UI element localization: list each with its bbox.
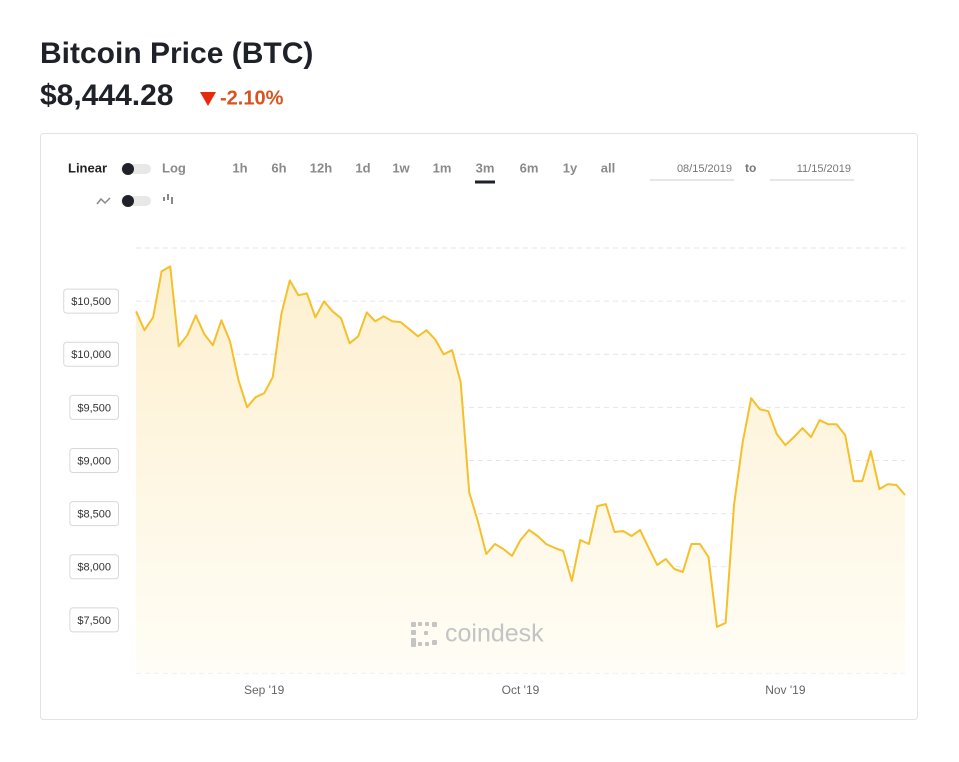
watermark-text: coindesk [445,620,544,648]
y-tick: $10,500 [63,288,119,314]
linear-label[interactable]: Linear [68,160,107,175]
y-tick: $7,500 [69,607,119,633]
down-arrow [200,92,216,106]
y-tick: $9,000 [69,448,119,473]
x-tick-label: Oct '19 [502,683,540,697]
y-tick-label: $10,500 [71,296,111,308]
title: Bitcoin Price (BTC) [40,37,313,70]
x-tick-label: Sep '19 [244,683,285,697]
date-to-word: to [745,161,756,175]
watermark: coindesk [411,620,544,648]
price-line [135,265,906,628]
range-button[interactable]: 6h [271,160,286,175]
candle-icon[interactable] [163,194,173,204]
toggle-knob [122,195,134,207]
y-tick-box [63,341,119,367]
range-button[interactable]: 1h [232,160,247,175]
range-button[interactable]: 1w [392,160,410,175]
y-tick-label: $8,500 [77,509,111,521]
y-tick-box [69,607,119,633]
y-tick-box [69,394,119,420]
log-label[interactable]: Log [162,160,186,175]
date-from[interactable]: 08/15/2019 [677,163,732,175]
y-tick-label: $8,000 [77,562,111,574]
y-tick: $8,500 [69,501,119,527]
y-tick: $8,000 [69,554,119,580]
x-tick-label: Nov '19 [765,683,806,697]
range-button[interactable]: all [601,160,615,175]
range-button[interactable]: 1d [355,160,370,175]
y-tick: $10,000 [63,341,119,367]
y-tick-label: $9,500 [77,402,111,414]
toggle-knob [122,163,134,175]
range-button[interactable]: 1m [433,160,452,175]
range-button[interactable]: 12h [310,160,332,175]
area [136,266,905,673]
line-icon[interactable] [96,197,111,205]
price: $8,444.28 [40,79,173,112]
change: -2.10% [220,87,284,109]
range-button[interactable]: 3m [476,160,495,175]
y-tick-box [69,554,119,580]
range-button[interactable]: 6m [520,160,539,175]
y-tick-label: $9,000 [77,455,111,467]
y-tick-box [69,501,119,527]
y-tick-box [69,448,119,473]
y-tick: $9,500 [69,394,119,420]
date-to[interactable]: 11/15/2019 [797,163,851,175]
y-tick-label: $10,000 [71,349,111,361]
range-button[interactable]: 1y [563,160,578,175]
y-tick-label: $7,500 [77,615,111,627]
y-tick-box [63,288,119,314]
